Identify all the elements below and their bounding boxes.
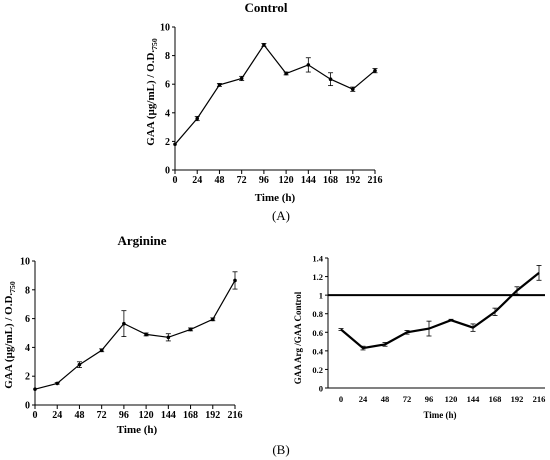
data-point — [306, 63, 311, 67]
series-line — [34, 280, 236, 390]
x-tick-label: 216 — [533, 394, 546, 404]
x-tick-label: 48 — [214, 175, 224, 186]
y-axis-label: GAA (µg/mL) / O.D.750 — [3, 281, 17, 389]
x-tick-label: 192 — [345, 175, 360, 186]
panel-label-a: (A) — [272, 208, 290, 223]
data-point — [144, 332, 148, 337]
x-axis-label: Time (h) — [117, 424, 158, 436]
data-point — [33, 387, 37, 391]
x-tick-label: 168 — [323, 175, 338, 186]
y-tick-label: 0 — [165, 166, 170, 177]
data-point — [188, 327, 193, 332]
data-point — [217, 83, 222, 87]
x-tick-label: 120 — [445, 394, 458, 404]
data-point — [284, 71, 288, 76]
x-tick-label: 168 — [183, 410, 198, 421]
y-tick-label: 10 — [20, 257, 30, 268]
x-tick-label: 0 — [33, 410, 38, 421]
y-tick-label: 6 — [165, 80, 170, 91]
y-tick-label: 1.2 — [312, 272, 323, 282]
series-line — [174, 43, 376, 145]
x-tick-label: 0 — [339, 394, 343, 404]
data-point — [166, 335, 171, 340]
data-point — [350, 87, 355, 92]
x-tick-label: 168 — [489, 394, 502, 404]
x-tick-label: 72 — [237, 175, 247, 186]
y-tick-label: 0.6 — [312, 328, 323, 338]
y-tick-label: 10 — [160, 23, 170, 34]
x-tick-label: 144 — [301, 175, 316, 186]
x-tick-label: 96 — [425, 394, 434, 404]
x-tick-label: 48 — [74, 410, 84, 421]
data-point — [373, 68, 377, 73]
x-tick-label: 144 — [161, 410, 176, 421]
y-tick-label: 4 — [25, 343, 30, 354]
x-axis-label: Time (h) — [255, 192, 296, 204]
x-tick-label: 120 — [139, 410, 154, 421]
x-tick-label: 216 — [368, 175, 383, 186]
y-tick-label: 0.4 — [312, 346, 323, 356]
chart-ratio: GAA Arg /GAA Control Time (h) 0 0.2 0.4 0.6… — [293, 254, 545, 421]
y-tick-label: 0.8 — [312, 309, 323, 319]
y-tick-label: 0 — [25, 401, 30, 412]
x-tick-label: 144 — [467, 394, 481, 404]
data-point — [195, 116, 200, 121]
y-tick-label: 8 — [165, 51, 170, 62]
data-point — [262, 43, 266, 47]
y-tick-label: 6 — [25, 314, 30, 325]
x-tick-label: 48 — [381, 394, 390, 404]
series-line — [340, 272, 540, 350]
data-point — [239, 76, 244, 81]
x-tick-label: 0 — [173, 175, 178, 186]
data-point — [210, 317, 215, 322]
x-tick-label: 192 — [205, 410, 220, 421]
x-tick-label: 72 — [403, 394, 412, 404]
data-point — [99, 348, 104, 353]
y-tick-label: 1 — [319, 291, 323, 301]
y-tick-label: 2 — [25, 372, 30, 383]
x-tick-label: 24 — [359, 394, 368, 404]
x-tick-label: 96 — [119, 410, 129, 421]
x-tick-label: 72 — [97, 410, 107, 421]
x-tick-label: 24 — [192, 175, 202, 186]
data-point — [173, 142, 177, 147]
chart-control: Control GAA (µg/mL) / O.D.750 Time (h) 0… — [145, 0, 383, 204]
y-tick-label: 1.4 — [312, 254, 323, 264]
y-tick-label: 8 — [25, 285, 30, 296]
data-point — [233, 278, 237, 283]
y-tick-label: 0.2 — [312, 365, 323, 375]
x-tick-label: 96 — [259, 175, 269, 186]
data-point — [328, 77, 333, 81]
y-tick-label: 2 — [165, 137, 170, 148]
x-axis-label: Time (h) — [423, 410, 456, 420]
y-axis-label: GAA Arg /GAA Control — [293, 291, 303, 384]
data-point — [55, 381, 60, 386]
chart-title: Control — [244, 0, 287, 15]
x-tick-label: 192 — [511, 394, 524, 404]
panel-label-b: (B) — [272, 442, 289, 457]
x-tick-label: 24 — [52, 410, 62, 421]
x-tick-label: 216 — [228, 410, 243, 421]
y-tick-label: 4 — [165, 108, 170, 119]
y-tick-label: 0 — [319, 384, 323, 394]
chart-title: Arginine — [117, 233, 166, 248]
data-point — [77, 362, 82, 367]
y-axis-label: GAA (µg/mL) / O.D.750 — [145, 38, 159, 146]
x-tick-label: 120 — [279, 175, 294, 186]
data-point — [122, 321, 126, 326]
chart-arginine: Arginine GAA (µg/mL) / O.D.750 Time (h) … — [3, 233, 243, 436]
